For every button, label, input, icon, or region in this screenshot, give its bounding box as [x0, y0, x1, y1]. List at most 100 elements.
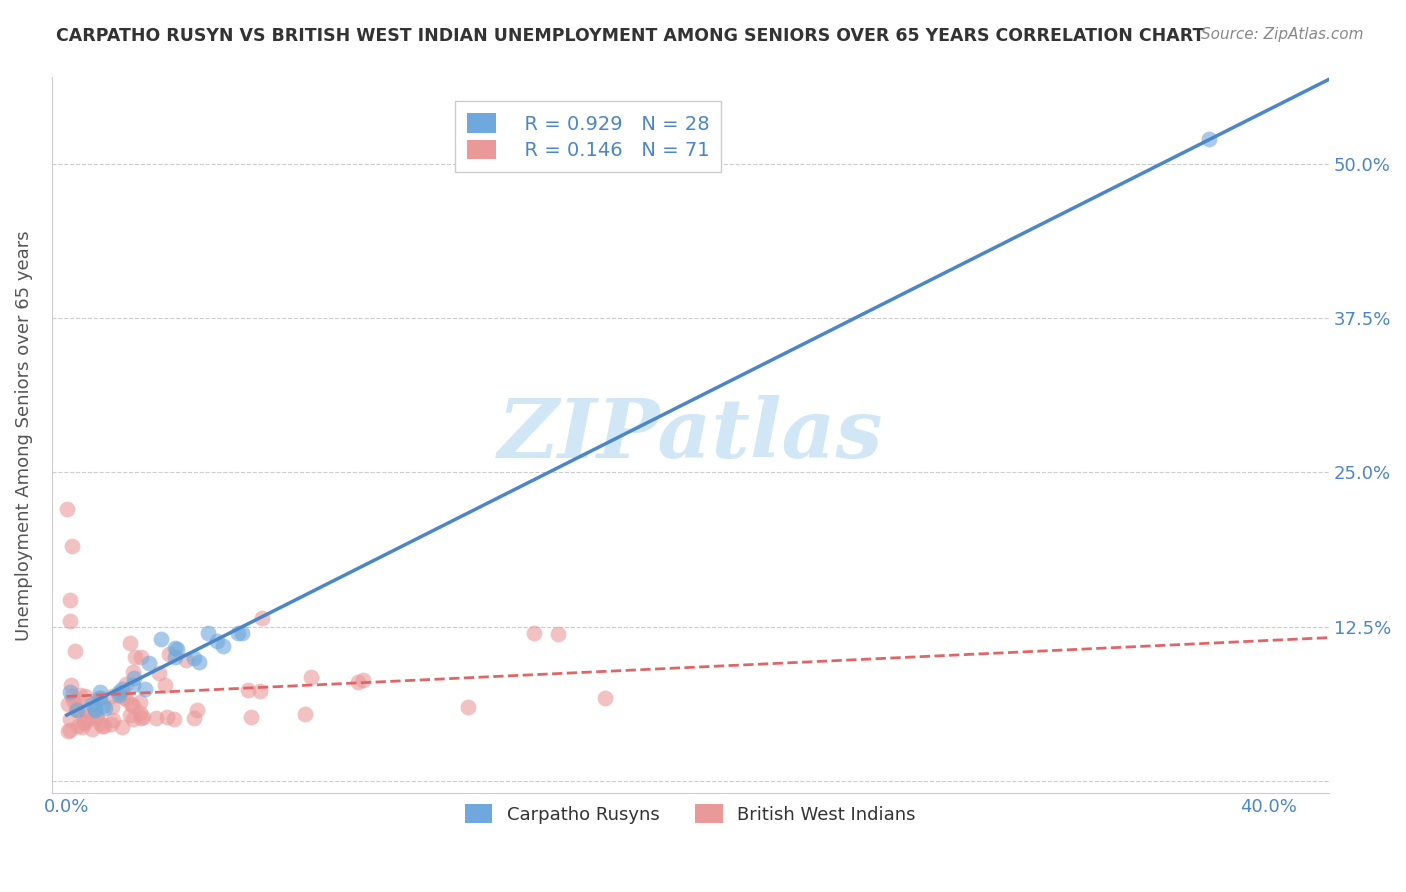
- Point: [59, 723, 82, 737]
- Text: CARPATHO RUSYN VS BRITISH WEST INDIAN UNEMPLOYMENT AMONG SENIORS OVER 65 YEARS C: CARPATHO RUSYN VS BRITISH WEST INDIAN UN…: [56, 27, 1205, 45]
- Point: [352, 673, 374, 687]
- Point: [59, 712, 82, 726]
- Point: [108, 689, 131, 703]
- Point: [205, 634, 228, 648]
- Point: [114, 692, 136, 706]
- Point: [70, 720, 93, 734]
- Point: [67, 719, 90, 733]
- Point: [79, 708, 101, 723]
- Y-axis label: Unemployment Among Seniors over 65 years: Unemployment Among Seniors over 65 years: [15, 230, 32, 640]
- Point: [66, 703, 89, 717]
- Text: Source: ZipAtlas.com: Source: ZipAtlas.com: [1201, 27, 1364, 42]
- Point: [523, 625, 546, 640]
- Point: [294, 707, 316, 722]
- Point: [118, 708, 141, 723]
- Point: [148, 666, 170, 681]
- Point: [60, 690, 83, 704]
- Point: [212, 639, 235, 653]
- Point: [112, 690, 135, 705]
- Point: [249, 684, 271, 698]
- Point: [87, 690, 110, 705]
- Point: [134, 681, 156, 696]
- Point: [101, 689, 124, 703]
- Point: [80, 697, 103, 711]
- Point: [129, 695, 152, 709]
- Point: [129, 649, 152, 664]
- Point: [187, 655, 209, 669]
- Point: [56, 697, 79, 711]
- Point: [101, 714, 124, 728]
- Point: [83, 702, 105, 716]
- Point: [73, 715, 96, 730]
- Point: [73, 703, 96, 717]
- Point: [72, 714, 94, 729]
- Point: [89, 685, 111, 699]
- Point: [163, 712, 186, 726]
- Point: [457, 699, 479, 714]
- Point: [226, 626, 249, 640]
- Point: [124, 649, 146, 664]
- Point: [100, 717, 122, 731]
- Point: [83, 703, 105, 717]
- Point: [163, 640, 186, 655]
- Point: [122, 698, 145, 713]
- Point: [80, 722, 103, 736]
- Point: [89, 716, 111, 731]
- Point: [65, 700, 87, 714]
- Point: [183, 711, 205, 725]
- Point: [94, 701, 117, 715]
- Point: [238, 682, 260, 697]
- Point: [73, 689, 96, 703]
- Point: [231, 626, 253, 640]
- Point: [114, 677, 136, 691]
- Point: [69, 688, 91, 702]
- Point: [347, 675, 370, 690]
- Point: [59, 615, 82, 629]
- Point: [101, 699, 124, 714]
- Point: [166, 642, 188, 657]
- Point: [547, 627, 569, 641]
- Point: [165, 650, 187, 665]
- Point: [111, 681, 134, 696]
- Point: [186, 703, 208, 717]
- Point: [145, 711, 167, 725]
- Point: [153, 678, 176, 692]
- Point: [59, 593, 82, 607]
- Point: [90, 719, 112, 733]
- Point: [108, 685, 131, 699]
- Point: [58, 724, 80, 739]
- Point: [84, 708, 107, 723]
- Point: [240, 710, 263, 724]
- Point: [132, 709, 155, 723]
- Point: [93, 719, 115, 733]
- Point: [122, 665, 145, 679]
- Point: [60, 540, 83, 554]
- Point: [59, 685, 82, 699]
- Point: [62, 693, 84, 707]
- Point: [138, 656, 160, 670]
- Point: [86, 711, 108, 725]
- Point: [197, 626, 219, 640]
- Point: [593, 691, 616, 706]
- Point: [76, 714, 98, 728]
- Point: [120, 697, 142, 711]
- Point: [124, 671, 146, 685]
- Text: ZIPatlas: ZIPatlas: [498, 395, 883, 475]
- Point: [120, 635, 142, 649]
- Point: [66, 703, 89, 717]
- Point: [176, 652, 198, 666]
- Point: [150, 632, 173, 647]
- Point: [56, 502, 79, 516]
- Point: [128, 706, 150, 721]
- Point: [129, 711, 152, 725]
- Point: [91, 698, 114, 713]
- Point: [122, 712, 145, 726]
- Point: [63, 644, 86, 658]
- Point: [89, 691, 111, 706]
- Point: [156, 710, 179, 724]
- Legend: Carpatho Rusyns, British West Indians: Carpatho Rusyns, British West Indians: [454, 793, 927, 834]
- Point: [121, 678, 143, 692]
- Point: [111, 720, 134, 734]
- Point: [157, 647, 180, 661]
- Point: [250, 611, 273, 625]
